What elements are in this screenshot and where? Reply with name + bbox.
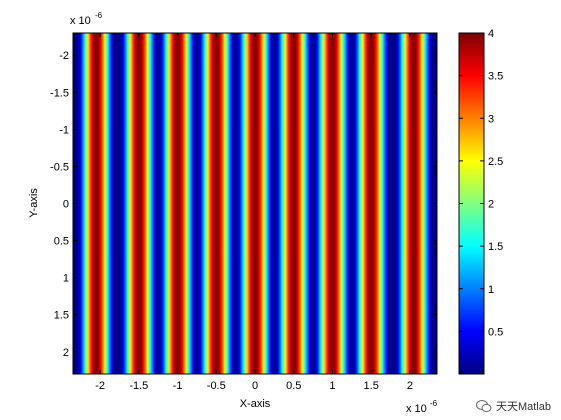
colorbar-tick-label: 0.5 <box>488 326 503 338</box>
colorbar-ticks: 0.5 1 1.5 2 2.5 3 3.5 4 <box>459 28 503 338</box>
y-axis-ticks: -2 -1.5 -1 -0.5 0 0.5 1 1.5 2 <box>50 50 437 359</box>
y-tick-label: 0.5 <box>54 236 69 248</box>
y-tick-label: 2 <box>63 347 69 359</box>
x-tick-label: -1.5 <box>129 380 148 392</box>
y-tick-label: 1 <box>63 273 69 285</box>
x-tick-label: 0.5 <box>286 380 301 392</box>
x-tick-label: 1.5 <box>364 380 379 392</box>
x-tick-label: 1 <box>329 380 335 392</box>
colorbar-tick-label: 3 <box>488 113 494 125</box>
x-tick-label: -0.5 <box>207 380 226 392</box>
y-tick-label: -1 <box>59 124 69 136</box>
x-tick-label: 2 <box>407 380 413 392</box>
colorbar-tick-label: 4 <box>488 28 494 40</box>
colorbar-tick-label: 2 <box>488 199 494 211</box>
y-tick-label: -1.5 <box>50 87 69 99</box>
y-exponent-power: -6 <box>95 11 103 20</box>
x-tick-label: 0 <box>252 380 258 392</box>
y-tick-label: 1.5 <box>54 310 69 322</box>
colorbar-tick-label: 3.5 <box>488 71 503 83</box>
watermark-text: 天天Matlab <box>495 401 551 413</box>
y-exponent-label: x 10 <box>70 15 91 27</box>
colorbar: 0.5 1 1.5 2 2.5 3 3.5 4 <box>458 28 503 375</box>
colorbar-image <box>459 33 484 374</box>
plot-area <box>72 32 438 375</box>
colorbar-tick-label: 2.5 <box>488 156 503 168</box>
x-exponent-power: -6 <box>430 399 438 408</box>
y-tick-label: 0 <box>63 199 69 211</box>
wechat-icon <box>475 399 492 413</box>
heatmap-image <box>73 33 437 374</box>
watermark: 天天Matlab <box>475 398 551 414</box>
y-tick-label: -2 <box>59 50 69 62</box>
y-tick-label: -0.5 <box>50 161 69 173</box>
x-exponent-label: x 10 <box>406 403 427 415</box>
colorbar-tick-label: 1 <box>488 284 494 296</box>
y-axis-label: Y-axis <box>28 188 40 218</box>
x-tick-label: -2 <box>95 380 105 392</box>
x-tick-label: -1 <box>173 380 183 392</box>
x-axis-label: X-axis <box>240 398 271 410</box>
colorbar-tick-label: 1.5 <box>488 241 503 253</box>
x-axis-ticks: -2 -1.5 -1 -0.5 0 0.5 1 1.5 2 <box>95 33 413 392</box>
